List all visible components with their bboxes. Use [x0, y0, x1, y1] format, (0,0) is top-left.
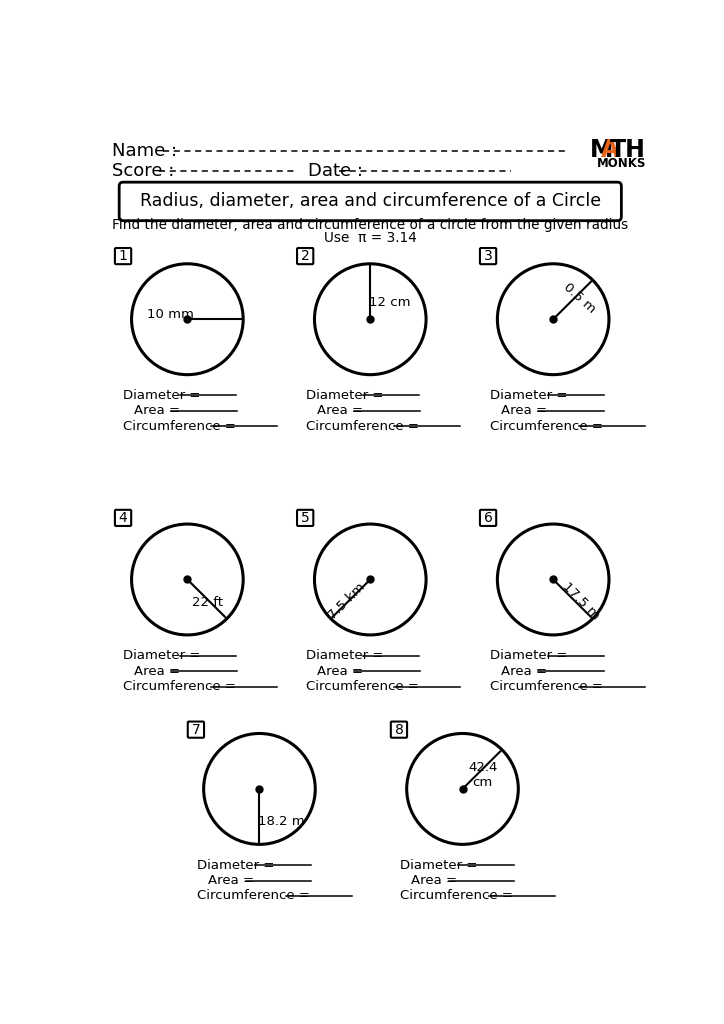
Text: 8: 8 — [395, 723, 403, 736]
Text: Circumference =: Circumference = — [123, 420, 240, 433]
Text: MONKS: MONKS — [597, 158, 646, 170]
Text: 18.2 m: 18.2 m — [258, 815, 305, 827]
Text: 6: 6 — [484, 511, 492, 525]
Text: Diameter =: Diameter = — [490, 649, 572, 663]
Text: 10 mm: 10 mm — [147, 308, 194, 322]
FancyBboxPatch shape — [119, 182, 621, 220]
Text: Diameter =: Diameter = — [306, 389, 387, 402]
FancyBboxPatch shape — [391, 722, 407, 737]
Text: Area =: Area = — [411, 874, 462, 887]
Text: Circumference =: Circumference = — [123, 680, 240, 693]
FancyBboxPatch shape — [480, 510, 496, 526]
Text: Diameter =: Diameter = — [123, 649, 205, 663]
Text: Circumference =: Circumference = — [198, 890, 314, 902]
FancyBboxPatch shape — [297, 510, 313, 526]
Text: Area =: Area = — [501, 665, 552, 678]
FancyBboxPatch shape — [297, 248, 313, 264]
Text: Circumference =: Circumference = — [306, 680, 423, 693]
Text: 42.4
cm: 42.4 cm — [468, 761, 497, 790]
Text: 7: 7 — [192, 723, 201, 736]
Text: 12 cm: 12 cm — [369, 296, 411, 309]
Text: Area =: Area = — [134, 665, 184, 678]
Text: Score :: Score : — [112, 162, 180, 179]
Text: 1: 1 — [119, 249, 127, 263]
Text: Radius, diameter, area and circumference of a Circle: Radius, diameter, area and circumference… — [140, 193, 601, 210]
Text: Date :: Date : — [308, 162, 369, 179]
Text: 7.5 km: 7.5 km — [327, 581, 368, 622]
Text: 2: 2 — [300, 249, 310, 263]
FancyBboxPatch shape — [480, 248, 496, 264]
Text: Area =: Area = — [209, 874, 258, 887]
Text: Circumference =: Circumference = — [306, 420, 423, 433]
Text: 17.5 m: 17.5 m — [560, 580, 602, 623]
Text: Diameter =: Diameter = — [123, 389, 205, 402]
Text: Circumference =: Circumference = — [490, 680, 607, 693]
Text: Find the diameter, area and circumference of a circle from the given radius: Find the diameter, area and circumferenc… — [112, 217, 628, 231]
Text: TH: TH — [610, 138, 646, 162]
Text: A: A — [600, 138, 619, 162]
FancyBboxPatch shape — [115, 248, 131, 264]
Text: Area =: Area = — [501, 404, 552, 418]
Text: Diameter =: Diameter = — [490, 389, 572, 402]
Text: Diameter =: Diameter = — [400, 859, 482, 871]
Text: Circumference =: Circumference = — [490, 420, 607, 433]
Text: Use  π = 3.14: Use π = 3.14 — [324, 231, 417, 246]
Text: 5: 5 — [300, 511, 310, 525]
Text: Name :: Name : — [112, 141, 183, 160]
Text: Diameter =: Diameter = — [198, 859, 279, 871]
Text: 0.5 m: 0.5 m — [561, 281, 598, 315]
FancyBboxPatch shape — [115, 510, 131, 526]
Text: Area =: Area = — [317, 665, 367, 678]
Polygon shape — [601, 146, 607, 153]
Text: M: M — [590, 138, 614, 162]
Text: Diameter =: Diameter = — [306, 649, 387, 663]
Text: 22 ft: 22 ft — [192, 596, 223, 609]
Text: Area =: Area = — [134, 404, 184, 418]
Text: 3: 3 — [484, 249, 492, 263]
Text: 4: 4 — [119, 511, 127, 525]
FancyBboxPatch shape — [188, 722, 204, 737]
Text: Circumference =: Circumference = — [400, 890, 518, 902]
Text: Area =: Area = — [317, 404, 367, 418]
